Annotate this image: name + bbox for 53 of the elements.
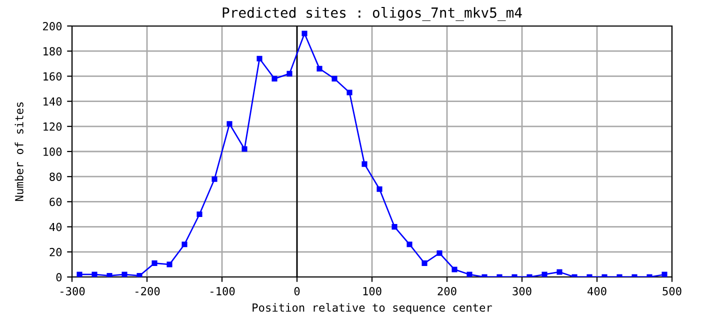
chart-title: Predicted sites : oligos_7nt_mkv5_m4 <box>222 7 522 21</box>
point <box>556 269 562 275</box>
point <box>362 161 368 167</box>
y-tick-label: 140 <box>44 97 62 106</box>
point <box>316 66 322 72</box>
point <box>376 186 382 192</box>
point <box>542 272 548 277</box>
point <box>106 272 112 277</box>
y-tick-label: 80 <box>50 172 62 182</box>
x-tick-label: -200 <box>136 286 160 296</box>
x-tick-label: 300 <box>512 286 532 296</box>
y-tick-label: 120 <box>44 122 62 131</box>
x-tick-label: 500 <box>662 286 682 296</box>
point <box>286 70 292 76</box>
y-axis-title: Number of sites <box>14 102 24 201</box>
point <box>242 146 248 152</box>
x-tick-label: 100 <box>363 286 382 296</box>
y-tick-label: 0 <box>56 273 62 282</box>
x-axis-title: Position relative to sequence center <box>252 303 492 314</box>
point <box>76 272 82 277</box>
y-tick-label: 60 <box>50 198 62 206</box>
y-tick-label: 100 <box>44 148 62 156</box>
point <box>136 272 142 277</box>
point <box>152 260 158 266</box>
point <box>436 250 442 256</box>
y-tick-label: 40 <box>49 222 62 232</box>
y-tick-label: 200 <box>43 22 62 30</box>
x-tick-label: -100 <box>210 286 235 296</box>
point <box>122 272 128 277</box>
y-tick-label: 160 <box>44 72 62 81</box>
point <box>422 260 428 266</box>
point <box>346 90 352 96</box>
x-tick-label: 200 <box>438 286 456 296</box>
point <box>196 211 202 218</box>
x-tick-label: 400 <box>588 286 606 296</box>
point <box>302 30 308 36</box>
point <box>226 121 232 127</box>
y-tick-label: 20 <box>50 248 62 256</box>
point <box>92 272 98 277</box>
point <box>392 224 398 230</box>
x-tick-label: -300 <box>60 286 85 296</box>
x-tick-label: 0 <box>294 286 300 296</box>
point <box>256 56 262 62</box>
y-tick-label: 180 <box>44 47 62 56</box>
point <box>166 262 172 268</box>
point <box>452 266 458 272</box>
point <box>662 272 668 277</box>
point <box>332 76 338 82</box>
point <box>466 272 472 277</box>
point <box>406 242 412 248</box>
point <box>272 76 278 82</box>
point <box>182 242 188 248</box>
point <box>212 176 218 182</box>
